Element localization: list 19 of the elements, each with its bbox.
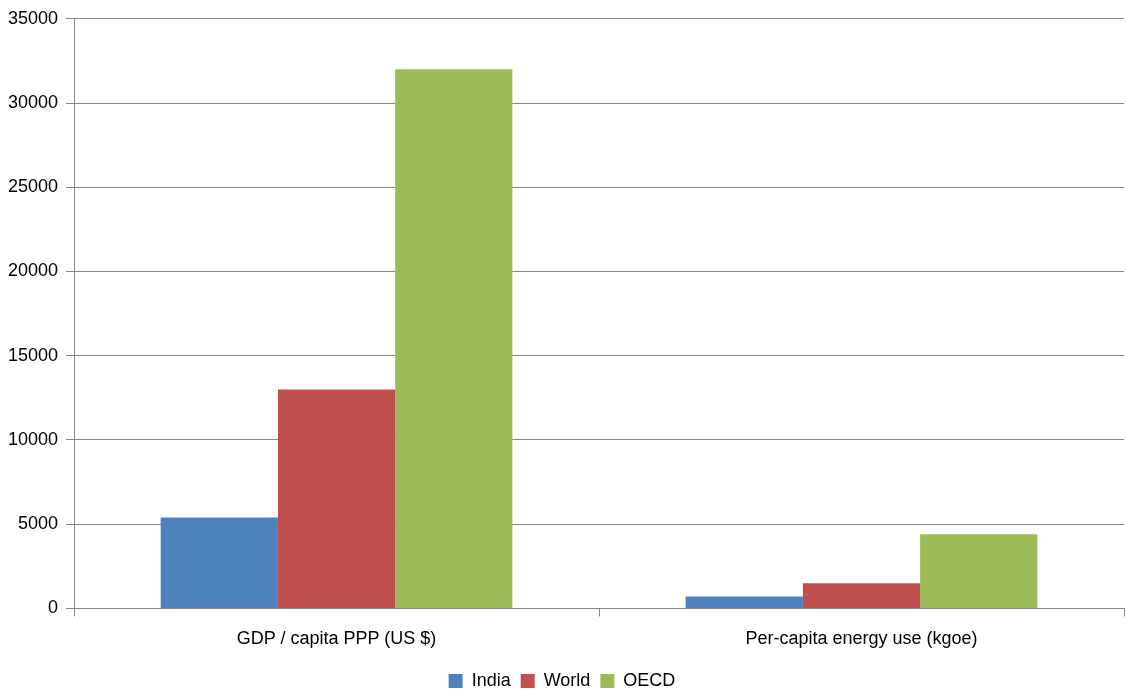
y-tick-label: 35000 bbox=[7, 7, 59, 28]
y-tick-label: 15000 bbox=[7, 344, 59, 365]
y-tick-label: 25000 bbox=[7, 176, 59, 197]
y-tick-label: 0 bbox=[48, 597, 59, 618]
bar bbox=[277, 389, 396, 608]
legend-label: India bbox=[471, 669, 512, 690]
legend-label: OECD bbox=[623, 669, 676, 690]
bar bbox=[395, 69, 513, 608]
x-tick-label: GDP / capita PPP (US $) bbox=[236, 628, 437, 649]
bar bbox=[160, 517, 278, 608]
bar bbox=[802, 583, 921, 608]
x-tick-label: Per-capita energy use (kgoe) bbox=[745, 628, 978, 649]
y-tick-label: 5000 bbox=[18, 513, 59, 534]
y-tick-label: 30000 bbox=[7, 92, 59, 112]
bar bbox=[685, 596, 803, 608]
legend-label: World bbox=[543, 669, 591, 690]
y-tick-label: 10000 bbox=[7, 428, 59, 449]
y-tick-label: 20000 bbox=[7, 260, 59, 281]
bar bbox=[920, 534, 1038, 608]
